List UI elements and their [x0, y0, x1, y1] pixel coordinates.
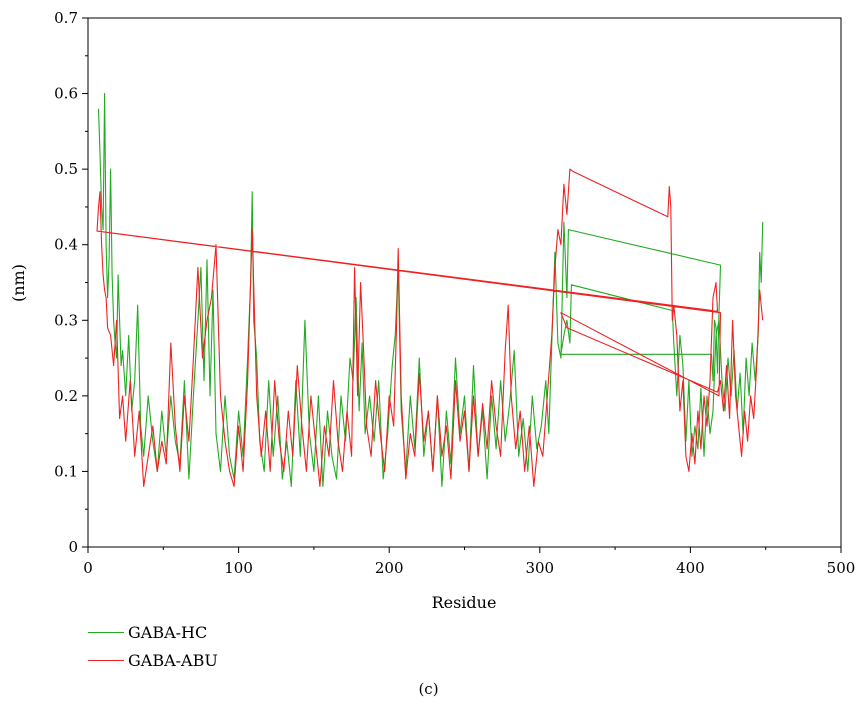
legend-label-gaba-hc: GABA-HC [128, 622, 208, 642]
y-tick-label: 0.2 [54, 387, 78, 405]
axes-layer: 0 0.1 0.2 0.3 0.4 0.5 0.6 0.7 0 100 200 300 400 500 [54, 9, 855, 577]
x-tick-label: 400 [676, 559, 705, 577]
legend-label-gaba-abu: GABA-ABU [128, 650, 218, 670]
figure-caption: (c) [418, 680, 439, 698]
series-layer [96, 93, 764, 488]
y-tick-label: 0.5 [54, 160, 78, 178]
legend-item-gaba-abu: GABA-ABU [88, 646, 218, 674]
legend: GABA-HC GABA-ABU [88, 618, 218, 674]
y-tick-label: 0.1 [54, 462, 78, 480]
x-axis-label: Residue [432, 593, 497, 612]
series-line-gaba-abu [96, 168, 764, 488]
x-tick-label: 300 [525, 559, 554, 577]
y-tick-label: 0.6 [54, 85, 78, 103]
y-tick-label: 0.3 [54, 311, 78, 329]
x-tick-label: 200 [375, 559, 404, 577]
x-tick-label: 500 [827, 559, 856, 577]
series-line-gaba-hc [97, 93, 764, 488]
x-tick-label: 0 [83, 559, 93, 577]
legend-item-gaba-hc: GABA-HC [88, 618, 218, 646]
legend-swatch-gaba-abu [88, 659, 124, 661]
y-axis-label: (nm) [9, 264, 28, 302]
y-tick-label: 0.4 [54, 236, 78, 254]
y-tick-label: 0.7 [54, 9, 78, 27]
y-tick-label: 0 [68, 538, 78, 556]
legend-swatch-gaba-hc [88, 631, 124, 633]
x-tick-label: 100 [224, 559, 253, 577]
